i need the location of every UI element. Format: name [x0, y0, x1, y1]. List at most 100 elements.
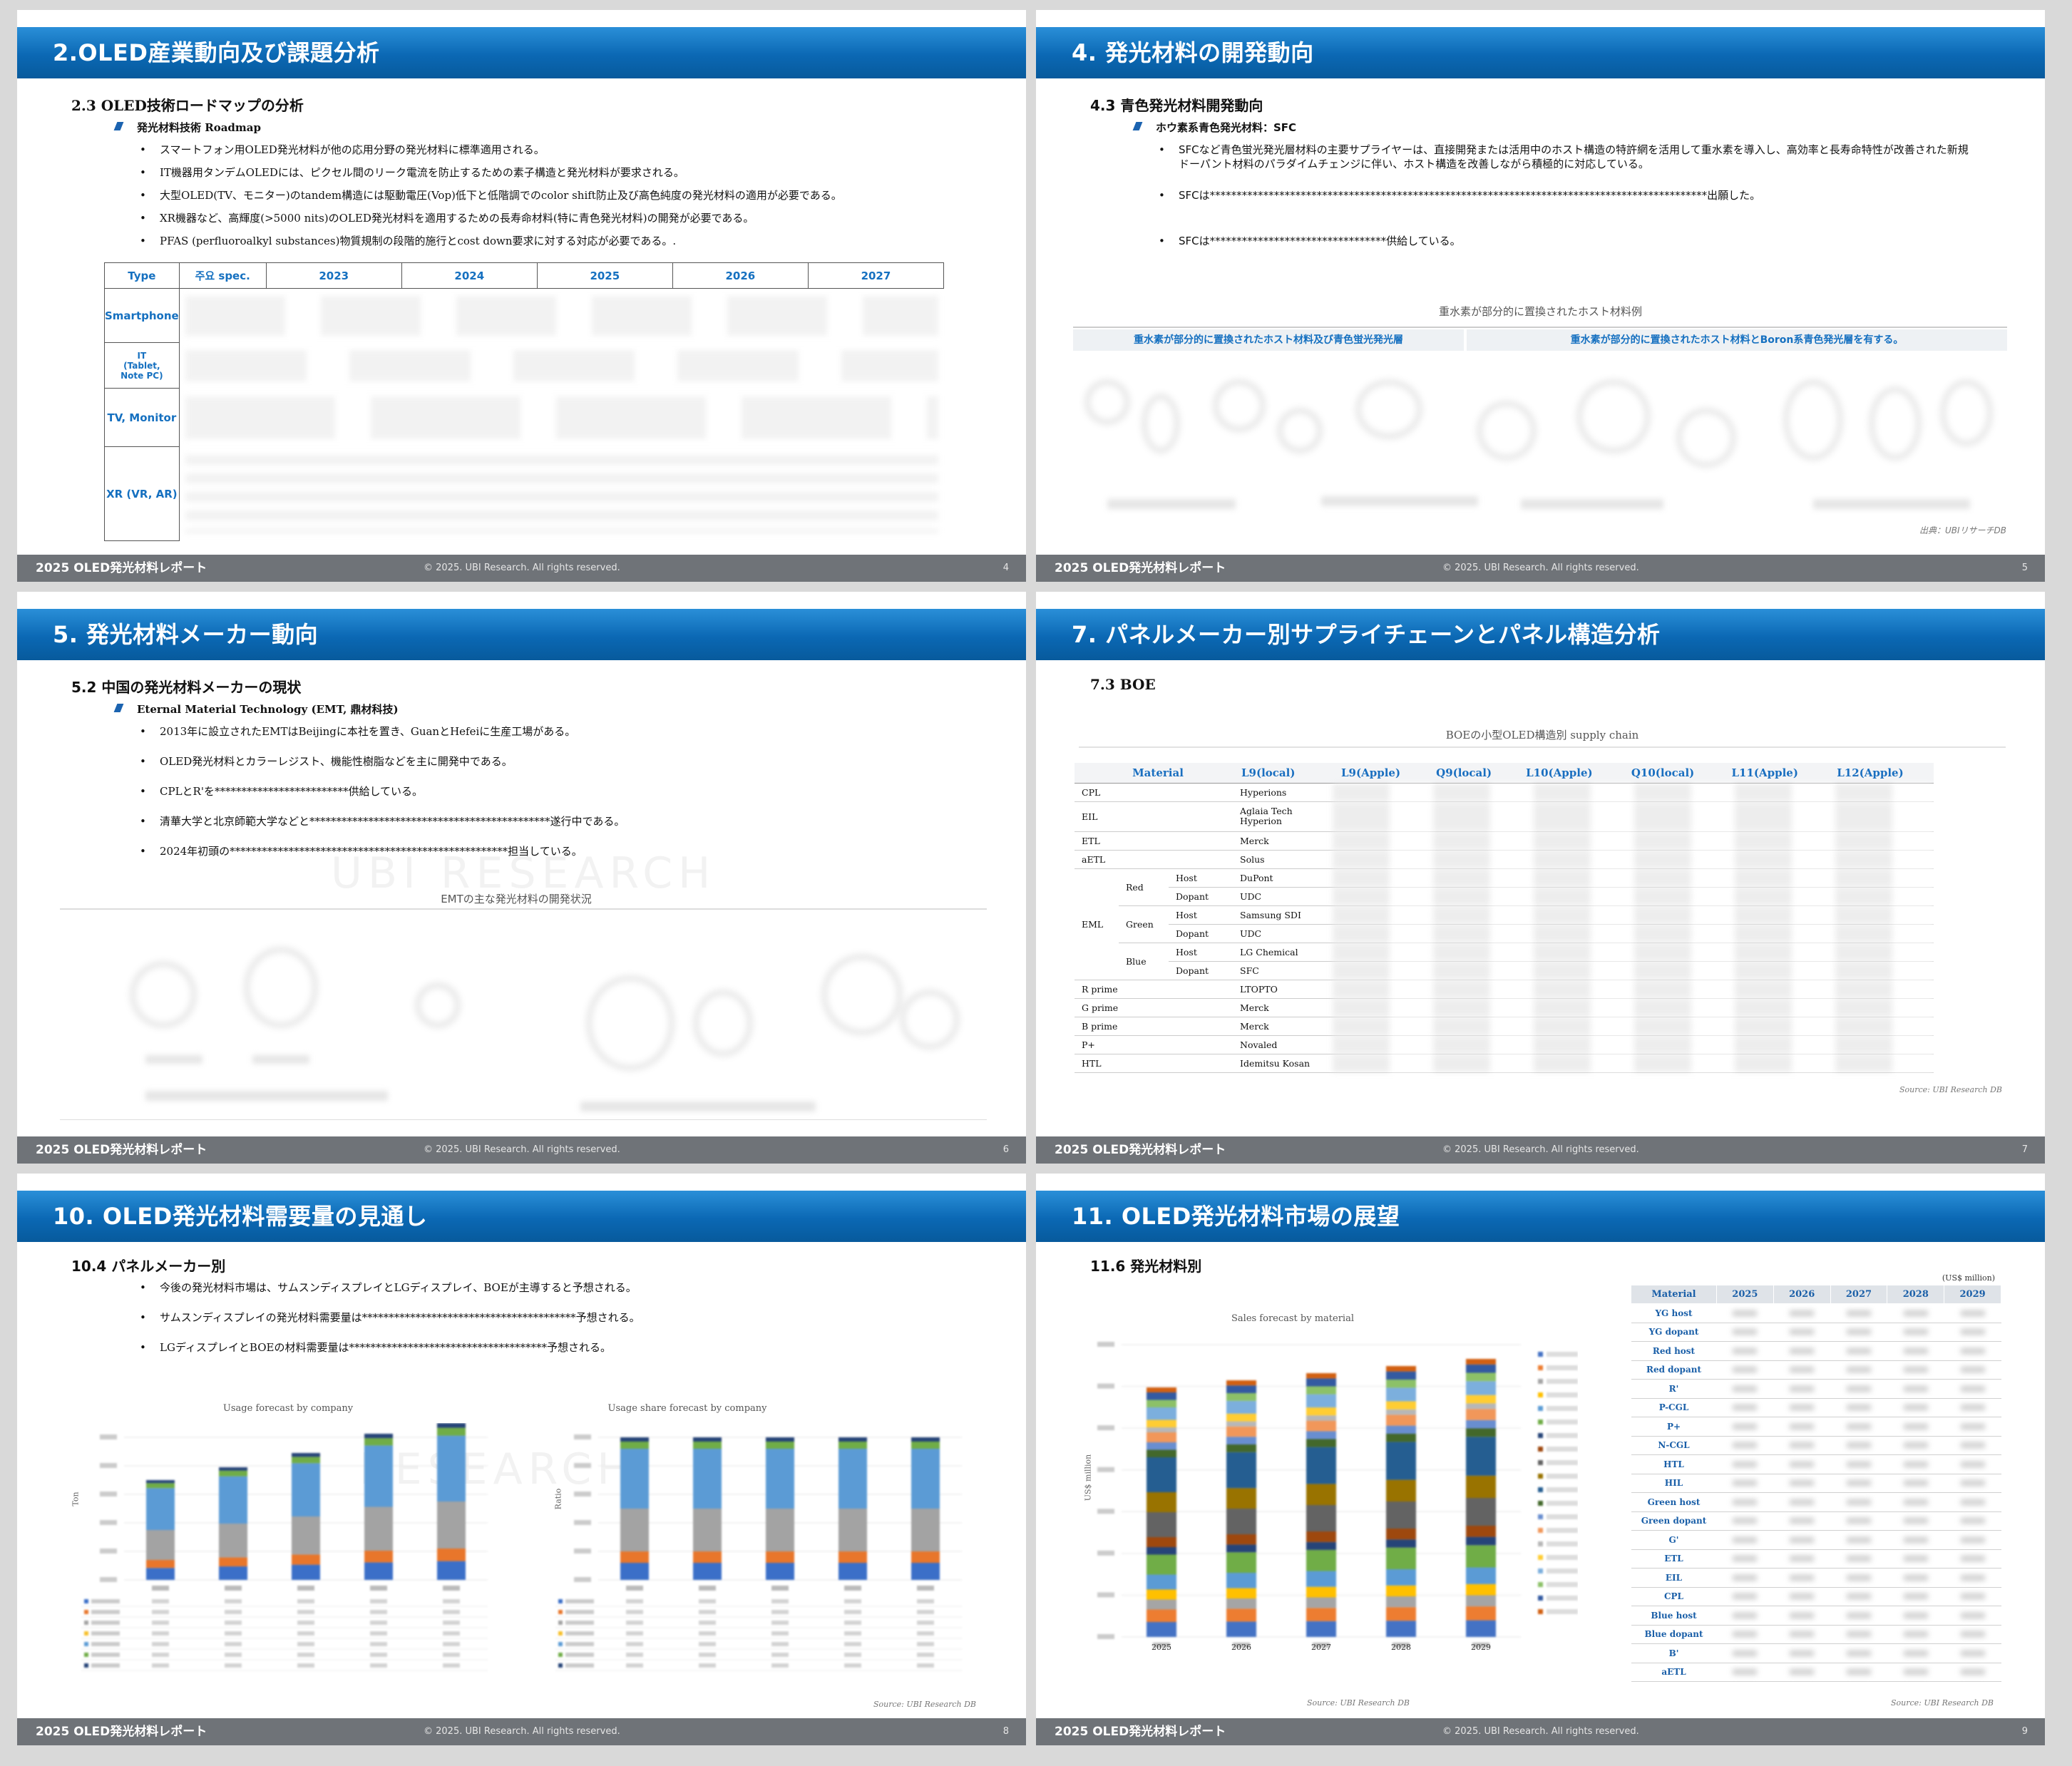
- footer-copyright: © 2025. UBI Research. All rights reserve…: [1442, 1726, 1639, 1737]
- tick-label: [1097, 1634, 1114, 1639]
- material-cell: R': [1631, 1379, 1717, 1399]
- x-tick-label: 2027: [1311, 1643, 1331, 1652]
- table-row: HIL: [1631, 1474, 2001, 1493]
- table-value: [370, 1653, 387, 1657]
- tick-label: [100, 1492, 117, 1497]
- bar-segment: [1226, 1544, 1256, 1553]
- bullet-item: 今後の発光材料市場は、サムスンディスプレイとLGディスプレイ、BOEが主導すると…: [140, 1280, 987, 1295]
- table-value: [844, 1642, 861, 1646]
- slide-page-9: 11. OLED発光材料市場の展望 11.6 発光材料別 Sales forec…: [1036, 1174, 2045, 1745]
- table-value: [225, 1642, 242, 1646]
- bullet-item: LGディスプレイとBOEの材料需要量は*********************…: [140, 1340, 987, 1355]
- legend-key: [1538, 1460, 1543, 1465]
- tick-label: [574, 1549, 591, 1554]
- value-cell: [1944, 1379, 2001, 1399]
- slide-subtitle: 7.3 BOE: [1090, 676, 1156, 693]
- table-row: HTL: [1631, 1454, 2001, 1474]
- legend-key: [1538, 1365, 1543, 1370]
- bar-segment: [1386, 1442, 1416, 1480]
- material-cell: G prime: [1075, 998, 1233, 1017]
- footer-title: 2025 OLED発光材料レポート: [1055, 561, 1226, 575]
- slide-subtitle: 11.6 発光材料別: [1090, 1258, 1202, 1275]
- bar-segment: [1147, 1407, 1176, 1420]
- bar-segment: [1466, 1381, 1496, 1395]
- value-cell: [1773, 1625, 1831, 1644]
- molecule-image: [1278, 409, 1321, 452]
- value-cell: [1887, 1625, 1944, 1644]
- table-value: [844, 1621, 861, 1625]
- legend-label: [1547, 1528, 1578, 1533]
- supplier-cell: Merck: [1233, 998, 1333, 1017]
- molecule-image: [901, 991, 958, 1048]
- bar-segment: [364, 1434, 393, 1439]
- bar-segment: [146, 1530, 175, 1560]
- value-cell: [1773, 1360, 1831, 1380]
- value-cell: [1830, 1417, 1887, 1437]
- bar-segment: [219, 1557, 247, 1567]
- value-cell: [1830, 1530, 1887, 1550]
- legend-label: [1547, 1541, 1578, 1546]
- value-cell: [1716, 1398, 1774, 1417]
- value-cell: [1773, 1492, 1831, 1512]
- page-number: 8: [1002, 1726, 1009, 1737]
- table-value: [297, 1610, 314, 1614]
- tick-label: [574, 1577, 591, 1582]
- legend-key: [1538, 1392, 1543, 1397]
- table-value: [152, 1610, 169, 1614]
- bar-segment: [1466, 1583, 1496, 1596]
- figure-caption: BOEの小型OLED構造別 supply chain: [1445, 729, 1639, 741]
- bar-segment: [1306, 1447, 1336, 1484]
- bar-segment: [766, 1449, 794, 1509]
- table-value: [297, 1631, 314, 1636]
- table-row: P-CGL: [1631, 1398, 2001, 1417]
- value-cell: [1716, 1379, 1774, 1399]
- table-value: [626, 1610, 643, 1614]
- molecule-image: [588, 977, 673, 1069]
- bar-segment: [1226, 1573, 1256, 1588]
- value-cell: [1887, 1606, 1944, 1626]
- bar-segment: [1466, 1620, 1496, 1637]
- bar-segment: [1306, 1505, 1336, 1531]
- watermark-logo: RESEARCH: [359, 1444, 635, 1494]
- bar-segment: [1226, 1509, 1256, 1534]
- supplier-cell: Solus: [1233, 850, 1333, 869]
- value-cell: [1773, 1379, 1831, 1399]
- bar-segment: [1466, 1364, 1496, 1373]
- table-value: [771, 1621, 789, 1625]
- bar-segment: [1306, 1484, 1336, 1505]
- tick-label: [1097, 1342, 1114, 1347]
- bar-segment: [1226, 1385, 1256, 1393]
- value-cell: [1944, 1568, 2001, 1588]
- bar-segment: [292, 1516, 320, 1555]
- table-header: Type: [104, 262, 180, 289]
- table-row: B': [1631, 1643, 2001, 1663]
- value-cell: [1830, 1492, 1887, 1512]
- bar-segment: [911, 1449, 940, 1509]
- table-header: 2029: [1944, 1285, 2001, 1304]
- table-header: L12(Apple): [1828, 763, 1934, 784]
- value-cell: [1716, 1530, 1774, 1550]
- material-cell: EML: [1075, 868, 1119, 980]
- bar-segment: [292, 1463, 320, 1516]
- bar-segment: [911, 1563, 940, 1580]
- value-cell: [1944, 1398, 2001, 1417]
- legend-key: [84, 1653, 88, 1657]
- x-tick-label: 2025: [1152, 1643, 1171, 1652]
- legend-label: [1547, 1487, 1578, 1492]
- bar-segment: [437, 1561, 466, 1580]
- slide-subtitle: 2.3 OLED技術ロードマップの分析: [71, 97, 304, 114]
- value-cell: [1716, 1417, 1774, 1437]
- tick-label: [574, 1463, 591, 1468]
- value-cell: [1773, 1643, 1831, 1663]
- bar-segment: [1147, 1442, 1176, 1450]
- material-cell: Blue host: [1631, 1606, 1717, 1626]
- value-cell: [1887, 1323, 1944, 1342]
- value-cell: [1716, 1663, 1774, 1682]
- molecule-label: [1813, 499, 1970, 509]
- table-value: [626, 1653, 643, 1657]
- material-cell: CPL: [1631, 1587, 1717, 1606]
- tick-label: [100, 1463, 117, 1468]
- value-cell: [1716, 1511, 1774, 1531]
- figure-divider: [60, 1119, 987, 1120]
- table-value: [443, 1653, 460, 1657]
